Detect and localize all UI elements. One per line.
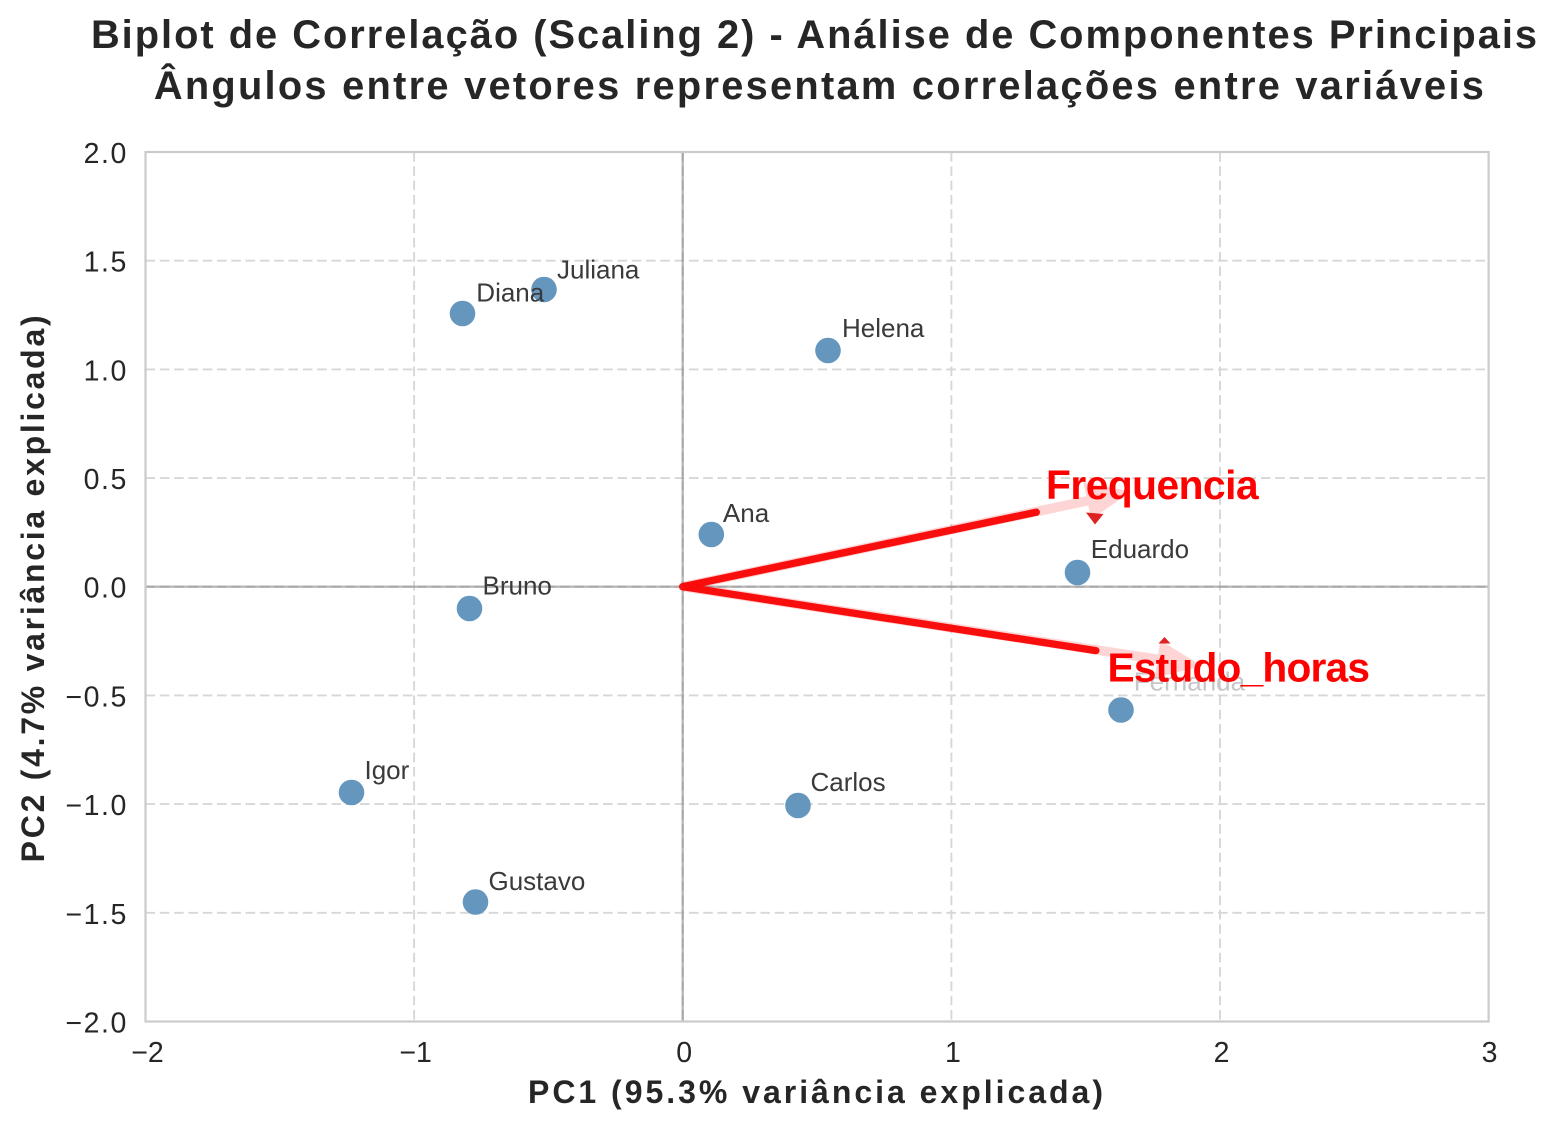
svg-text:0.5: 0.5 (84, 464, 128, 496)
svg-text:−1.0: −1.0 (65, 790, 128, 822)
svg-text:Fernanda: Fernanda (1134, 667, 1246, 697)
svg-text:Helena: Helena (842, 313, 925, 343)
svg-text:2.0: 2.0 (84, 138, 128, 170)
svg-text:0.0: 0.0 (84, 573, 128, 605)
svg-text:PC2 (4.7% variância explicada): PC2 (4.7% variância explicada) (15, 313, 51, 863)
svg-text:−2: −2 (131, 1037, 164, 1069)
svg-text:Eduardo: Eduardo (1091, 534, 1189, 564)
svg-text:3: 3 (1482, 1037, 1498, 1069)
svg-text:Juliana: Juliana (557, 255, 640, 285)
svg-text:Estudo_horas: Estudo_horas (1108, 645, 1370, 691)
svg-text:1.5: 1.5 (84, 247, 128, 279)
svg-text:0: 0 (676, 1037, 692, 1069)
svg-text:Ângulos entre vetores represen: Ângulos entre vetores representam correl… (154, 62, 1486, 108)
svg-text:Frequencia: Frequencia (1046, 462, 1259, 508)
svg-text:2: 2 (1214, 1037, 1230, 1069)
svg-text:Igor: Igor (365, 755, 410, 785)
svg-text:−1: −1 (399, 1037, 432, 1069)
svg-text:Diana: Diana (476, 278, 544, 308)
svg-text:Gustavo: Gustavo (489, 866, 586, 896)
svg-text:Ana: Ana (723, 498, 770, 528)
svg-text:1.0: 1.0 (84, 355, 128, 387)
svg-text:PC1 (95.3% variância explicada: PC1 (95.3% variância explicada) (528, 1074, 1106, 1110)
svg-text:−1.5: −1.5 (65, 899, 128, 931)
svg-text:1: 1 (945, 1037, 961, 1069)
svg-text:Biplot de Correlação (Scaling: Biplot de Correlação (Scaling 2) - Análi… (91, 13, 1539, 57)
svg-text:Carlos: Carlos (811, 767, 886, 797)
svg-text:−0.5: −0.5 (65, 681, 128, 713)
svg-text:−2.0: −2.0 (65, 1008, 128, 1040)
svg-text:Bruno: Bruno (483, 571, 552, 601)
